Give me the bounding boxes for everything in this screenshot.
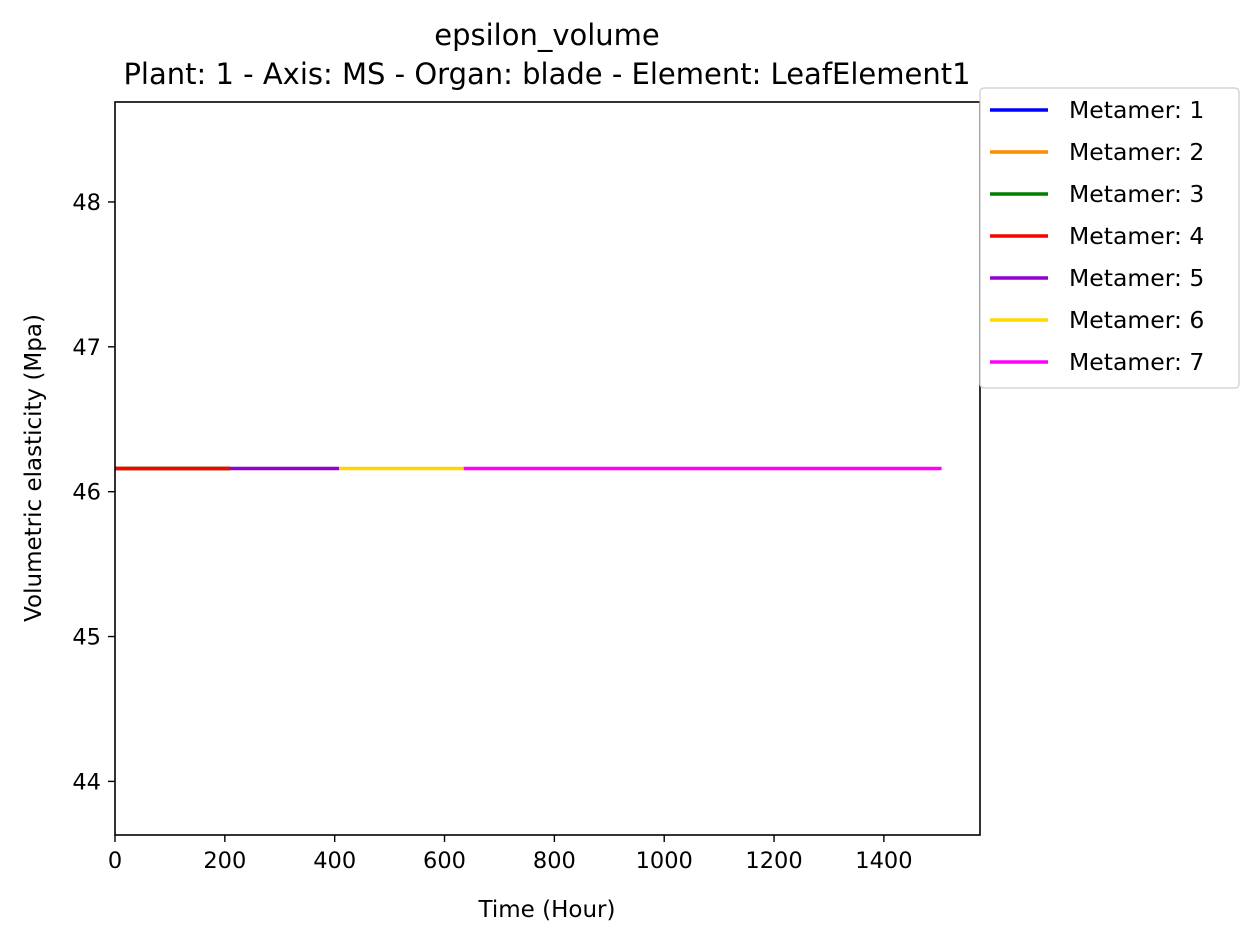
x-tick-label: 400 — [313, 848, 356, 874]
chart-title: epsilon_volume — [434, 18, 660, 52]
legend: Metamer: 1 Metamer: 2 Metamer: 3 Metamer: 4… — [979, 87, 1240, 389]
y-tick-label: 47 — [72, 335, 101, 361]
chart-subtitle: Plant: 1 - Axis: MS - Organ: blade - Ele… — [123, 57, 970, 91]
legend-frame — [979, 87, 1240, 389]
x-tick-label: 1400 — [855, 848, 912, 874]
x-tick-label: 1000 — [636, 848, 693, 874]
x-axis-label: Time (Hour) — [478, 897, 616, 923]
legend-label-metamer-3: Metamer: 3 — [1069, 180, 1204, 208]
x-tick-label: 1200 — [745, 848, 802, 874]
plot-frame — [114, 101, 981, 836]
legend-label-metamer-6: Metamer: 6 — [1069, 306, 1204, 334]
y-axis-label: Volumetric elasticity (Mpa) — [21, 314, 47, 622]
legend-label-metamer-1: Metamer: 1 — [1069, 96, 1204, 124]
y-tick-label: 44 — [72, 769, 101, 795]
x-tick-label: 0 — [108, 848, 122, 874]
legend-label-metamer-2: Metamer: 2 — [1069, 138, 1204, 166]
x-tick-label: 800 — [533, 848, 576, 874]
x-tick-label: 600 — [423, 848, 466, 874]
y-tick-label: 45 — [72, 625, 101, 651]
legend-label-metamer-7: Metamer: 7 — [1069, 348, 1204, 376]
legend-label-metamer-4: Metamer: 4 — [1069, 222, 1204, 250]
y-axis-ticks: 44 45 46 47 48 — [72, 190, 115, 795]
y-tick-label: 46 — [72, 480, 101, 506]
y-tick-label: 48 — [72, 190, 101, 216]
legend-label-metamer-5: Metamer: 5 — [1069, 264, 1204, 292]
x-tick-label: 200 — [203, 848, 246, 874]
x-axis-ticks: 0 200 400 600 800 1000 1200 1400 — [108, 835, 913, 874]
